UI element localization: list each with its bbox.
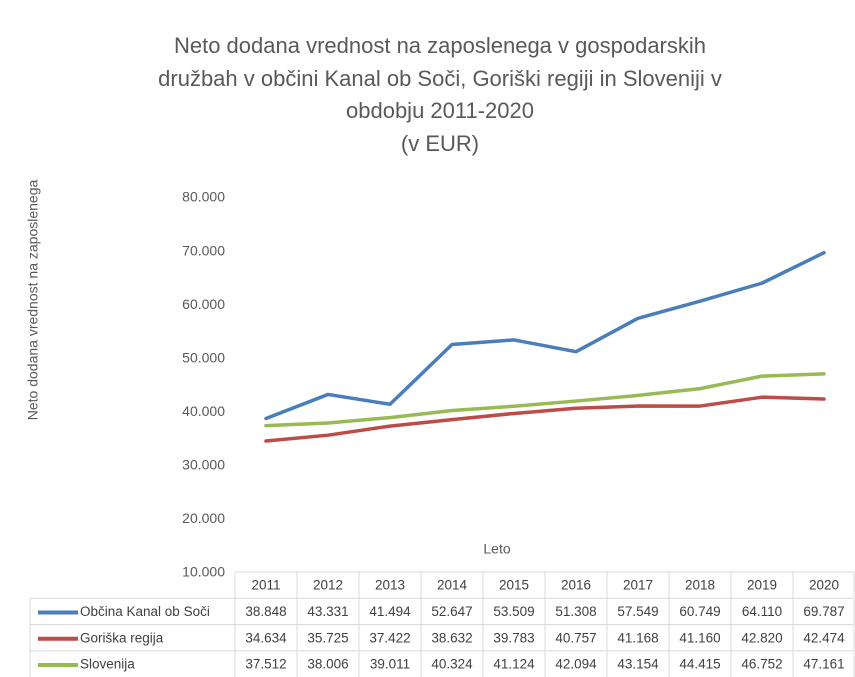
y-tick-label: 60.000: [182, 296, 225, 312]
y-tick-label: 40.000: [182, 403, 225, 419]
data-label: 42.094: [555, 657, 597, 672]
x-axis-label: Leto: [483, 541, 510, 557]
data-label: 38.006: [307, 657, 348, 672]
x-tick-label: 2020: [809, 578, 839, 593]
data-label: 39.011: [370, 657, 410, 672]
line-series: [264, 372, 826, 428]
data-label: 40.324: [431, 657, 473, 672]
x-tick-label: 2016: [561, 578, 591, 593]
chart-subtitle: (v EUR): [401, 131, 479, 156]
data-label: 46.752: [741, 657, 782, 672]
legend-label: Slovenija: [80, 657, 135, 672]
data-label: 60.749: [679, 604, 720, 619]
y-axis-label: Neto dodana vrednost na zaposlenega: [25, 180, 41, 421]
chart-title: družbah v občini Kanal ob Soči, Goriški …: [158, 66, 722, 91]
data-label: 42.474: [803, 630, 845, 645]
y-tick-label: 50.000: [182, 349, 225, 365]
data-label: 41.160: [679, 630, 720, 645]
x-tick-label: 2014: [437, 578, 468, 593]
y-tick-label: 20.000: [182, 510, 225, 526]
data-label: 35.725: [307, 630, 348, 645]
data-label: 43.331: [307, 604, 348, 619]
data-label: 42.820: [741, 630, 782, 645]
data-label: 41.168: [617, 630, 658, 645]
data-label: 51.308: [555, 604, 596, 619]
data-label: 52.647: [431, 604, 472, 619]
x-tick-label: 2017: [623, 578, 653, 593]
data-label: 47.161: [803, 657, 844, 672]
data-label: 64.110: [742, 604, 782, 619]
data-label: 37.512: [245, 657, 286, 672]
data-label: 41.124: [493, 657, 535, 672]
data-label: 38.632: [431, 630, 472, 645]
line-series: [264, 250, 826, 421]
data-label: 34.634: [245, 630, 287, 645]
y-tick-label: 30.000: [182, 457, 225, 473]
data-label: 53.509: [493, 604, 534, 619]
data-label: 57.549: [617, 604, 658, 619]
data-label: 40.757: [555, 630, 596, 645]
data-label: 41.494: [369, 604, 411, 619]
legend-label: Občina Kanal ob Soči: [80, 604, 210, 619]
line-series: [264, 395, 826, 443]
x-tick-label: 2015: [499, 578, 529, 593]
data-label: 69.787: [803, 604, 844, 619]
data-label: 37.422: [369, 630, 410, 645]
data-label: 38.848: [245, 604, 286, 619]
x-tick-label: 2011: [251, 578, 280, 593]
x-tick-label: 2018: [685, 578, 715, 593]
x-tick-label: 2013: [375, 578, 405, 593]
y-tick-label: 10.000: [182, 564, 225, 580]
y-tick-label: 80.000: [182, 189, 225, 205]
data-label: 43.154: [617, 657, 659, 672]
chart-title: Neto dodana vrednost na zaposlenega v go…: [174, 33, 706, 58]
data-label: 39.783: [493, 630, 534, 645]
legend-label: Goriška regija: [80, 630, 164, 645]
x-tick-label: 2019: [747, 578, 777, 593]
y-tick-label: 70.000: [182, 242, 225, 258]
x-tick-label: 2012: [313, 578, 343, 593]
data-label: 44.415: [679, 657, 720, 672]
chart-title: obdobju 2011-2020: [346, 98, 534, 123]
